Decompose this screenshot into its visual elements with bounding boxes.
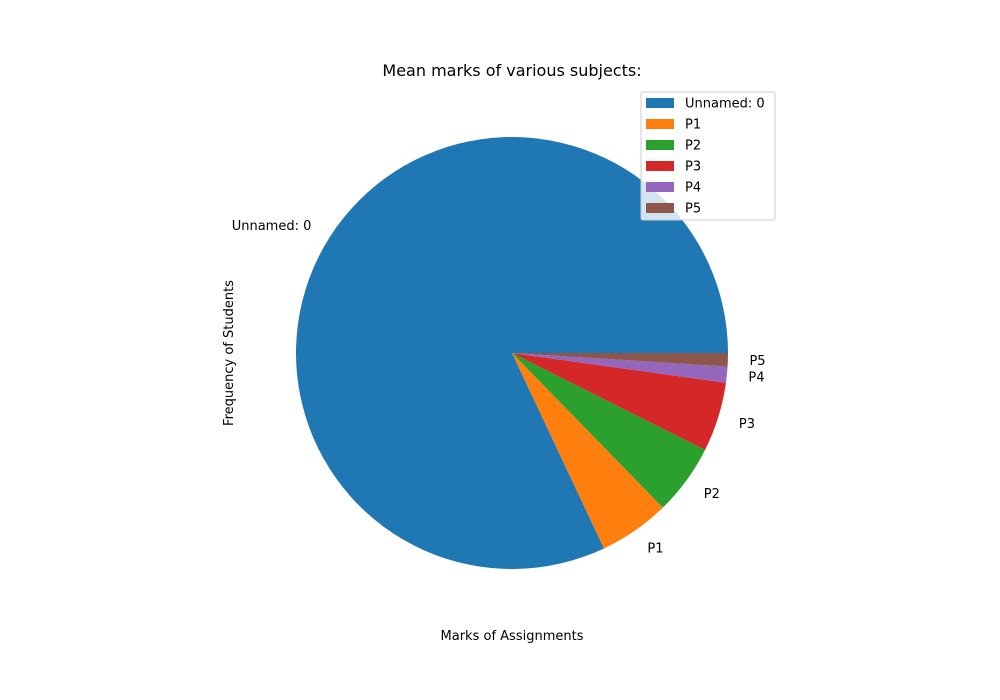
pie-slice-unnamed-0 bbox=[295, 137, 728, 570]
legend-swatch-p1 bbox=[646, 119, 674, 129]
pie-slice-label-p2: P2 bbox=[704, 487, 720, 502]
pie-slice-label-p3: P3 bbox=[739, 417, 755, 432]
legend-frame bbox=[640, 91, 776, 221]
legend-label-p1: P1 bbox=[685, 118, 701, 133]
legend-label-unnamed-0: Unnamed: 0 bbox=[685, 97, 765, 112]
pie-slice-p1 bbox=[512, 353, 663, 549]
legend-label-p3: P3 bbox=[685, 160, 701, 175]
pie-slice-label-p5: P5 bbox=[749, 354, 765, 369]
legend-swatch-unnamed-0 bbox=[646, 98, 674, 108]
legend: Unnamed: 0 P1 P2 P3 P4 P5 bbox=[640, 91, 776, 221]
pie-slice-label-p1: P1 bbox=[647, 542, 663, 557]
legend-swatch-p3 bbox=[646, 161, 674, 171]
legend-swatch-p2 bbox=[646, 140, 674, 150]
pie-slice-p2 bbox=[512, 353, 706, 508]
pie-slice-p4 bbox=[512, 353, 728, 383]
legend-swatch-p5 bbox=[646, 203, 674, 213]
y-axis-label: Frequency of Students bbox=[222, 280, 237, 426]
chart-title: Mean marks of various subjects: bbox=[382, 61, 641, 80]
x-axis-label: Marks of Assignments bbox=[441, 629, 584, 644]
legend-swatch-p4 bbox=[646, 182, 674, 192]
pie-slice-p5 bbox=[512, 353, 728, 367]
pie-slice-label-p4: P4 bbox=[748, 370, 764, 385]
legend-label-p2: P2 bbox=[685, 139, 701, 154]
pie-slice-p3 bbox=[512, 353, 726, 450]
legend-label-p5: P5 bbox=[685, 202, 701, 217]
legend-label-p4: P4 bbox=[685, 181, 701, 196]
legend-items: Unnamed: 0 P1 P2 P3 P4 P5 bbox=[646, 97, 765, 217]
pie-slice-label-unnamed-0: Unnamed: 0 bbox=[232, 219, 312, 234]
pie-slices bbox=[295, 137, 728, 570]
